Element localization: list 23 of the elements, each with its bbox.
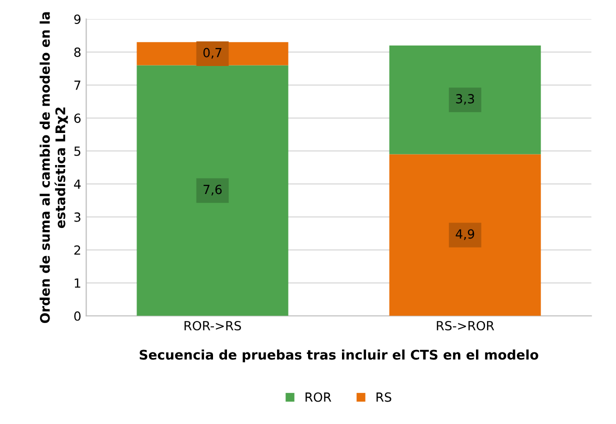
y-tick-label: 2 [74,245,80,255]
x-tick-label: RS->ROR [436,320,494,330]
y-tick-label: 3 [74,212,80,222]
y-tick-label: 8 [74,48,81,57]
bar [389,45,541,154]
x-axis-title: Secuencia de pruebas tras incluir el CTS en el modelo [140,350,538,362]
legend-label: ROR [306,392,332,402]
y-tick-label: 1 [74,278,80,288]
data-label: 0,7 [203,48,222,59]
legend-label: RS [376,392,392,402]
y-axis-title: Orden de suma al cambio de modelo en la estadística LRχ2 [40,12,68,324]
y-tick-label: 5 [74,146,80,156]
y-tick-label: 6 [74,113,81,123]
bar [136,65,288,316]
data-label: 3,3 [456,94,474,105]
y-tick-label: 7 [74,80,80,90]
x-tick-label: ROR->RS [184,320,241,330]
data-label: 4,9 [456,229,474,240]
y-tick-label: 9 [74,14,80,24]
y-tick-label: 0 [74,311,81,321]
y-tick-label: 4 [74,180,81,189]
data-label: 7,6 [204,184,222,196]
bar [389,154,541,316]
